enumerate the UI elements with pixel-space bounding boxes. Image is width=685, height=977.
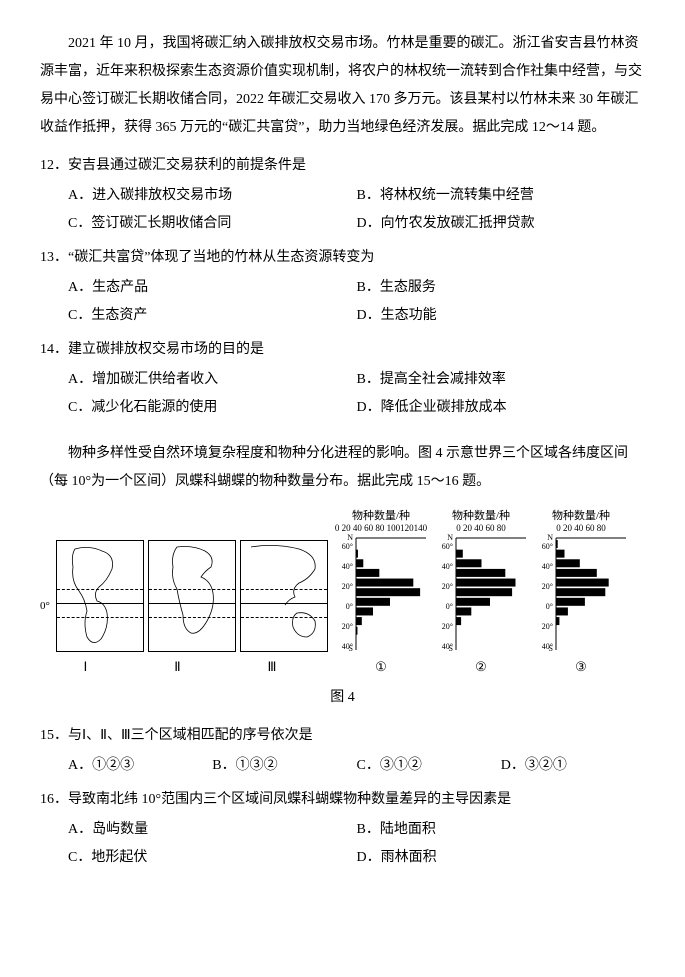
svg-text:N: N [547, 533, 553, 542]
map-label-2: Ⅱ [174, 654, 180, 680]
figure-caption: 图 4 [40, 684, 645, 712]
q16-stem: 16．导致南北纬 10°范围内三个区域间凤蝶科蝴蝶物种数量差异的主导因素是 [40, 786, 645, 814]
q13-options: A．生态产品 B．生态服务 C．生态资产 D．生态功能 [68, 274, 645, 330]
q15-C[interactable]: C．③①② [357, 752, 501, 780]
chart-3-wrap: 物种数量/种0 20 40 60 80 60°40°20°0°20°40°NS … [534, 510, 628, 680]
svg-text:0°: 0° [446, 602, 453, 611]
equator-label: 0° [40, 595, 50, 617]
chart-label-1: ① [375, 654, 387, 680]
svg-text:60°: 60° [342, 542, 353, 551]
q14-B[interactable]: B．提高全社会减排效率 [357, 366, 646, 394]
q12-B[interactable]: B．将林权统一流转集中经营 [357, 182, 646, 210]
map-3 [240, 540, 328, 652]
q14-C[interactable]: C．减少化石能源的使用 [68, 394, 357, 422]
maps-row: 0° [56, 540, 328, 652]
q15-B[interactable]: B．①③② [212, 752, 356, 780]
q15-D[interactable]: D．③②① [501, 752, 645, 780]
q16-B[interactable]: B．陆地面积 [357, 816, 646, 844]
q14-D[interactable]: D．降低企业碳排放成本 [357, 394, 646, 422]
map-label-1: Ⅰ [83, 654, 87, 680]
q16-A[interactable]: A．岛屿数量 [68, 816, 357, 844]
svg-text:60°: 60° [542, 542, 553, 551]
svg-text:N: N [447, 533, 453, 542]
chart-1-title: 物种数量/种 [352, 510, 410, 522]
q13-A[interactable]: A．生态产品 [68, 274, 357, 302]
q16-D[interactable]: D．雨林面积 [357, 844, 646, 872]
q15-A[interactable]: A．①②③ [68, 752, 212, 780]
q14-options: A．增加碳汇供给者收入 B．提高全社会减排效率 C．减少化石能源的使用 D．降低… [68, 366, 645, 422]
svg-text:20°: 20° [342, 622, 353, 631]
chart-2-title: 物种数量/种 [452, 510, 510, 522]
q14-A[interactable]: A．增加碳汇供给者收入 [68, 366, 357, 394]
svg-text:0°: 0° [546, 602, 553, 611]
map-1 [56, 540, 144, 652]
svg-text:N: N [347, 533, 353, 542]
svg-text:S: S [549, 644, 553, 652]
q13-C[interactable]: C．生态资产 [68, 302, 357, 330]
q13-stem: 13．“碳汇共富贷”体现了当地的竹林从生态资源转变为 [40, 244, 645, 272]
chart-3: 60°40°20°0°20°40°NS [534, 532, 628, 652]
figure-4: 0° Ⅰ Ⅱ [40, 510, 645, 680]
passage-1: 2021 年 10 月，我国将碳汇纳入碳排放权交易市场。竹林是重要的碳汇。浙江省… [40, 30, 645, 142]
svg-text:20°: 20° [442, 582, 453, 591]
q15-stem: 15．与Ⅰ、Ⅱ、Ⅲ三个区域相匹配的序号依次是 [40, 722, 645, 750]
svg-text:20°: 20° [542, 582, 553, 591]
chart-2-wrap: 物种数量/种0 20 40 60 80 60°40°20°0°20°40°NS … [434, 510, 528, 680]
chart-2: 60°40°20°0°20°40°NS [434, 532, 528, 652]
q16-options: A．岛屿数量 B．陆地面积 C．地形起伏 D．雨林面积 [68, 816, 645, 872]
passage-2: 物种多样性受自然环境复杂程度和物种分化进程的影响。图 4 示意世界三个区域各纬度… [40, 440, 645, 496]
svg-text:0°: 0° [346, 602, 353, 611]
svg-text:20°: 20° [442, 622, 453, 631]
q13-B[interactable]: B．生态服务 [357, 274, 646, 302]
q12-A[interactable]: A．进入碳排放权交易市场 [68, 182, 357, 210]
svg-text:40°: 40° [342, 562, 353, 571]
map-label-3: Ⅲ [268, 654, 277, 680]
svg-text:20°: 20° [342, 582, 353, 591]
q12-C[interactable]: C．签订碳汇长期收储合同 [68, 210, 357, 238]
q15-options: A．①②③ B．①③② C．③①② D．③②① [68, 752, 645, 780]
svg-text:20°: 20° [542, 622, 553, 631]
q12-options: A．进入碳排放权交易市场 B．将林权统一流转集中经营 C．签订碳汇长期收储合同 … [68, 182, 645, 238]
chart-1: 60°40°20°0°20°40°NS [334, 532, 428, 652]
q12-stem: 12．安吉县通过碳汇交易获利的前提条件是 [40, 152, 645, 180]
chart-label-3: ③ [575, 654, 587, 680]
q13-D[interactable]: D．生态功能 [357, 302, 646, 330]
svg-text:S: S [449, 644, 453, 652]
chart-3-title: 物种数量/种 [552, 510, 610, 522]
chart-1-wrap: 物种数量/种0 20 40 60 80 100120140 60°40°20°0… [334, 510, 428, 680]
chart-label-2: ② [475, 654, 487, 680]
map-labels: Ⅰ Ⅱ Ⅲ [40, 654, 320, 680]
svg-text:40°: 40° [542, 562, 553, 571]
map-2 [148, 540, 236, 652]
q14-stem: 14．建立碳排放权交易市场的目的是 [40, 336, 645, 364]
q12-D[interactable]: D．向竹农发放碳汇抵押贷款 [357, 210, 646, 238]
svg-text:S: S [349, 644, 353, 652]
svg-text:40°: 40° [442, 562, 453, 571]
q16-C[interactable]: C．地形起伏 [68, 844, 357, 872]
svg-text:60°: 60° [442, 542, 453, 551]
